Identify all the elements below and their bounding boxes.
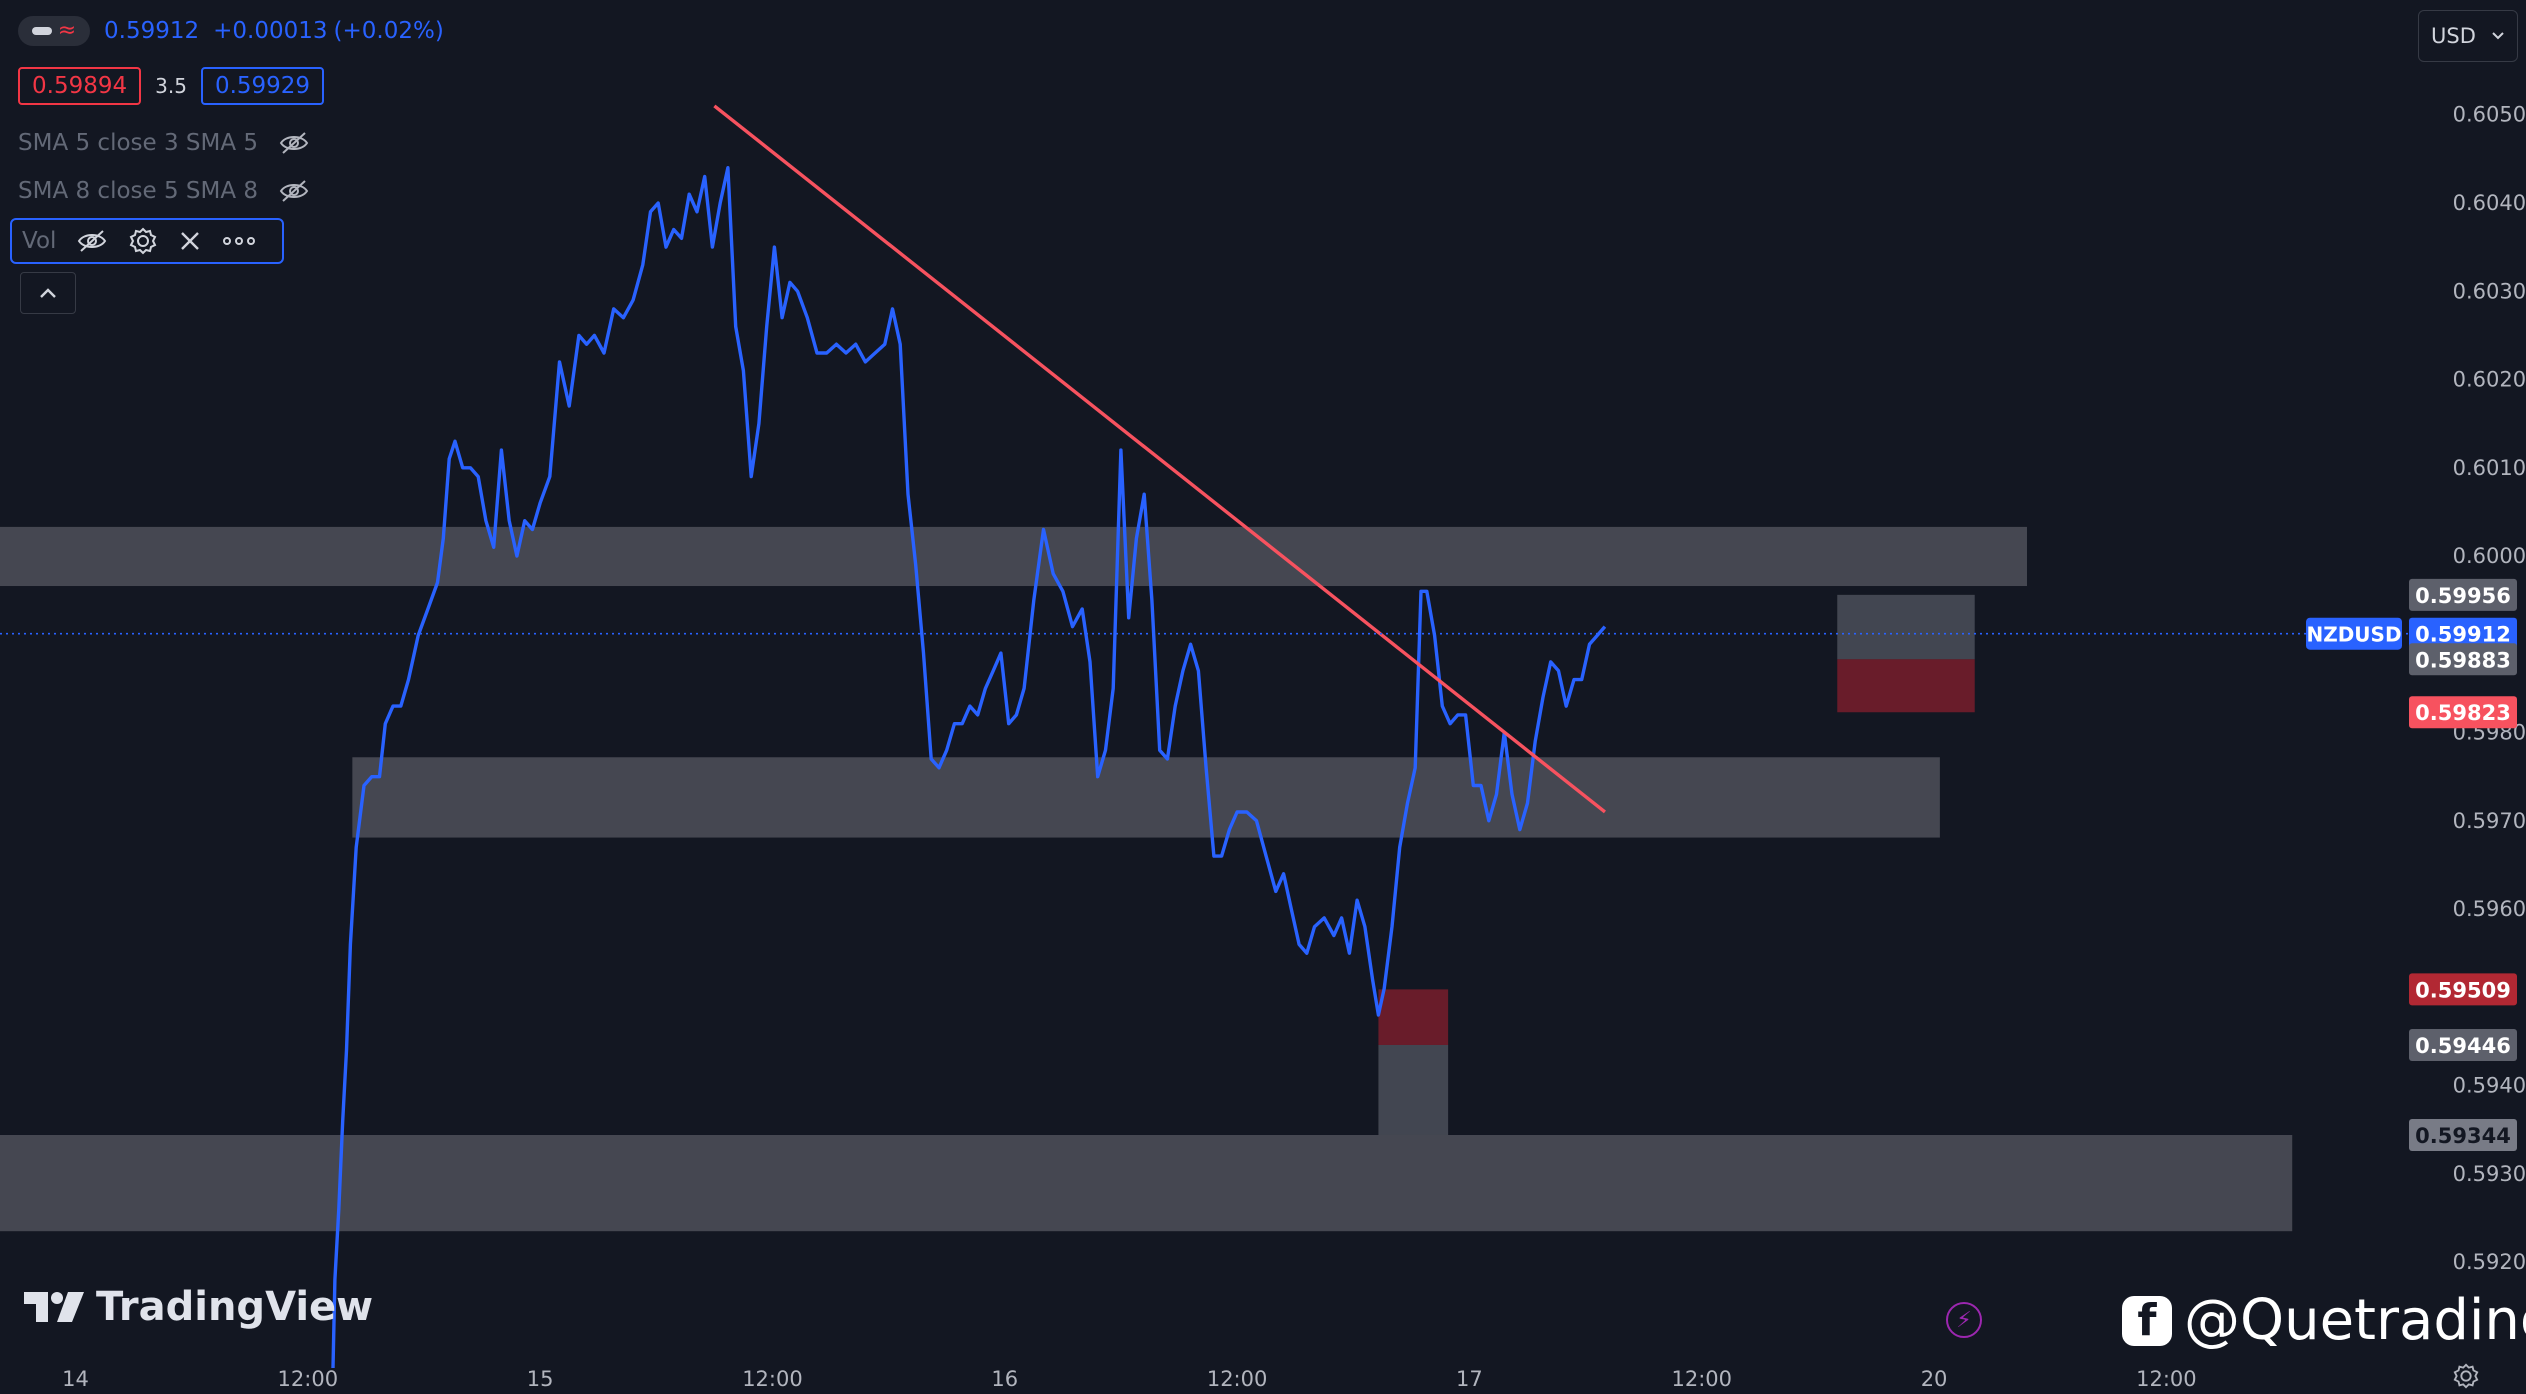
price-axis-label-background bbox=[2409, 617, 2517, 650]
bid-ask-row: 0.59894 3.5 0.59929 bbox=[18, 67, 325, 105]
price-series-line bbox=[331, 165, 1607, 1369]
x-axis-tick-label: 12:00 bbox=[1207, 1367, 1268, 1391]
x-axis-tick-label: 12:00 bbox=[278, 1367, 339, 1391]
trendline bbox=[713, 104, 1607, 814]
logo-text: TradingView bbox=[96, 1284, 374, 1330]
x-axis-tick-label: 14 bbox=[62, 1367, 89, 1391]
price-axis-label-text: 0.59446 bbox=[2415, 1034, 2511, 1058]
y-axis-tick-label: 0.59200 bbox=[2453, 1250, 2526, 1274]
tradingview-logo[interactable]: TradingView bbox=[24, 1284, 373, 1330]
position-target-zone bbox=[1378, 1044, 1449, 1135]
gear-icon[interactable] bbox=[128, 226, 158, 256]
x-axis-tick-label: 12:00 bbox=[2136, 1367, 2197, 1391]
chevron-down-icon bbox=[2492, 32, 2504, 40]
watermark: f @Quetrading bbox=[2122, 1288, 2526, 1353]
price-axis-label-background bbox=[2409, 696, 2517, 729]
lightning-icon[interactable]: ⚡ bbox=[1946, 1302, 1982, 1338]
price-axis-label-background bbox=[2409, 973, 2517, 1006]
watermark-text: @Quetrading bbox=[2184, 1288, 2526, 1353]
more-icon[interactable] bbox=[222, 235, 256, 247]
sell-button[interactable]: 0.59894 bbox=[18, 67, 142, 105]
price-axis-label-text: 0.59344 bbox=[2415, 1124, 2511, 1148]
price-axis-label-text: 0.59956 bbox=[2415, 584, 2511, 608]
position-stop-zone bbox=[1378, 989, 1449, 1045]
eye-off-icon[interactable] bbox=[278, 178, 310, 204]
price-axis-label: 0.59956 bbox=[2409, 578, 2517, 611]
symbol-toggle-button[interactable]: ≈ bbox=[18, 16, 90, 46]
support-resistance-zone bbox=[0, 526, 2027, 587]
price-axis-label-background bbox=[2409, 1118, 2517, 1151]
x-axis-tick-label: 16 bbox=[991, 1367, 1018, 1391]
position-stop-zone bbox=[1837, 659, 1975, 713]
symbol-tag-text: NZDUSD bbox=[2306, 623, 2401, 647]
symbol-legend: ≈ 0.59912 +0.00013 (+0.02%) bbox=[18, 16, 444, 46]
facebook-icon: f bbox=[2122, 1295, 2172, 1346]
indicator-label: SMA 5 close 3 SMA 5 bbox=[18, 130, 259, 156]
indicator-sma-5[interactable]: SMA 5 close 3 SMA 5 bbox=[18, 130, 310, 156]
price-change-percent: (+0.02%) bbox=[333, 18, 444, 44]
symbol-tag-background bbox=[2306, 617, 2402, 650]
indicator-volume[interactable]: Vol bbox=[10, 218, 284, 264]
symbol-tag: NZDUSD bbox=[2306, 617, 2402, 650]
line-style-icon bbox=[31, 27, 52, 35]
settings-gear-icon[interactable] bbox=[2452, 1362, 2480, 1390]
price-axis-label-background bbox=[2409, 578, 2517, 611]
spread-value: 3.5 bbox=[155, 74, 187, 98]
indicator-sma-8[interactable]: SMA 8 close 5 SMA 8 bbox=[18, 178, 310, 204]
price-axis-label: 0.59912 bbox=[2409, 617, 2517, 650]
chevron-up-icon bbox=[40, 288, 56, 298]
eye-off-icon[interactable] bbox=[278, 130, 310, 156]
tv-logo-icon bbox=[24, 1292, 84, 1322]
support-resistance-zone bbox=[352, 757, 1940, 838]
collapse-legend-button[interactable] bbox=[20, 272, 76, 314]
price-axis-label: 0.59344 bbox=[2409, 1118, 2517, 1151]
price-axis-label: 0.59823 bbox=[2409, 696, 2517, 729]
price-axis-label: 0.59883 bbox=[2409, 643, 2517, 676]
price-axis-label-background bbox=[2409, 643, 2517, 676]
currency-select[interactable]: USD bbox=[2418, 10, 2518, 62]
price-axis-label-text: 0.59883 bbox=[2415, 648, 2511, 672]
buy-button[interactable]: 0.59929 bbox=[200, 67, 325, 105]
indicator-label: SMA 8 close 5 SMA 8 bbox=[18, 178, 259, 204]
currency-value: USD bbox=[2431, 24, 2476, 48]
x-axis-tick-label: 12:00 bbox=[742, 1367, 803, 1391]
price-axis-label-text: 0.59912 bbox=[2415, 623, 2511, 647]
indicator-label: Vol bbox=[22, 228, 57, 254]
x-axis-tick-label: 12:00 bbox=[1671, 1367, 1732, 1391]
price-axis-label-text: 0.59509 bbox=[2415, 978, 2511, 1002]
close-icon[interactable] bbox=[178, 229, 202, 253]
price-change: +0.00013 bbox=[213, 18, 328, 44]
x-axis-tick-label: 15 bbox=[527, 1367, 554, 1391]
last-price: 0.59912 bbox=[104, 18, 200, 44]
position-target-zone bbox=[1837, 594, 1975, 660]
eye-off-icon[interactable] bbox=[76, 228, 108, 254]
price-axis-label-text: 0.59823 bbox=[2415, 701, 2511, 725]
price-axis-label-background bbox=[2409, 1028, 2517, 1061]
price-axis-label: 0.59509 bbox=[2409, 973, 2517, 1006]
price-axis-label: 0.59446 bbox=[2409, 1028, 2517, 1061]
x-axis-tick-label: 17 bbox=[1456, 1367, 1483, 1391]
support-resistance-zone bbox=[0, 1134, 2293, 1232]
wave-icon: ≈ bbox=[57, 18, 77, 43]
x-axis-tick-label: 20 bbox=[1921, 1367, 1948, 1391]
